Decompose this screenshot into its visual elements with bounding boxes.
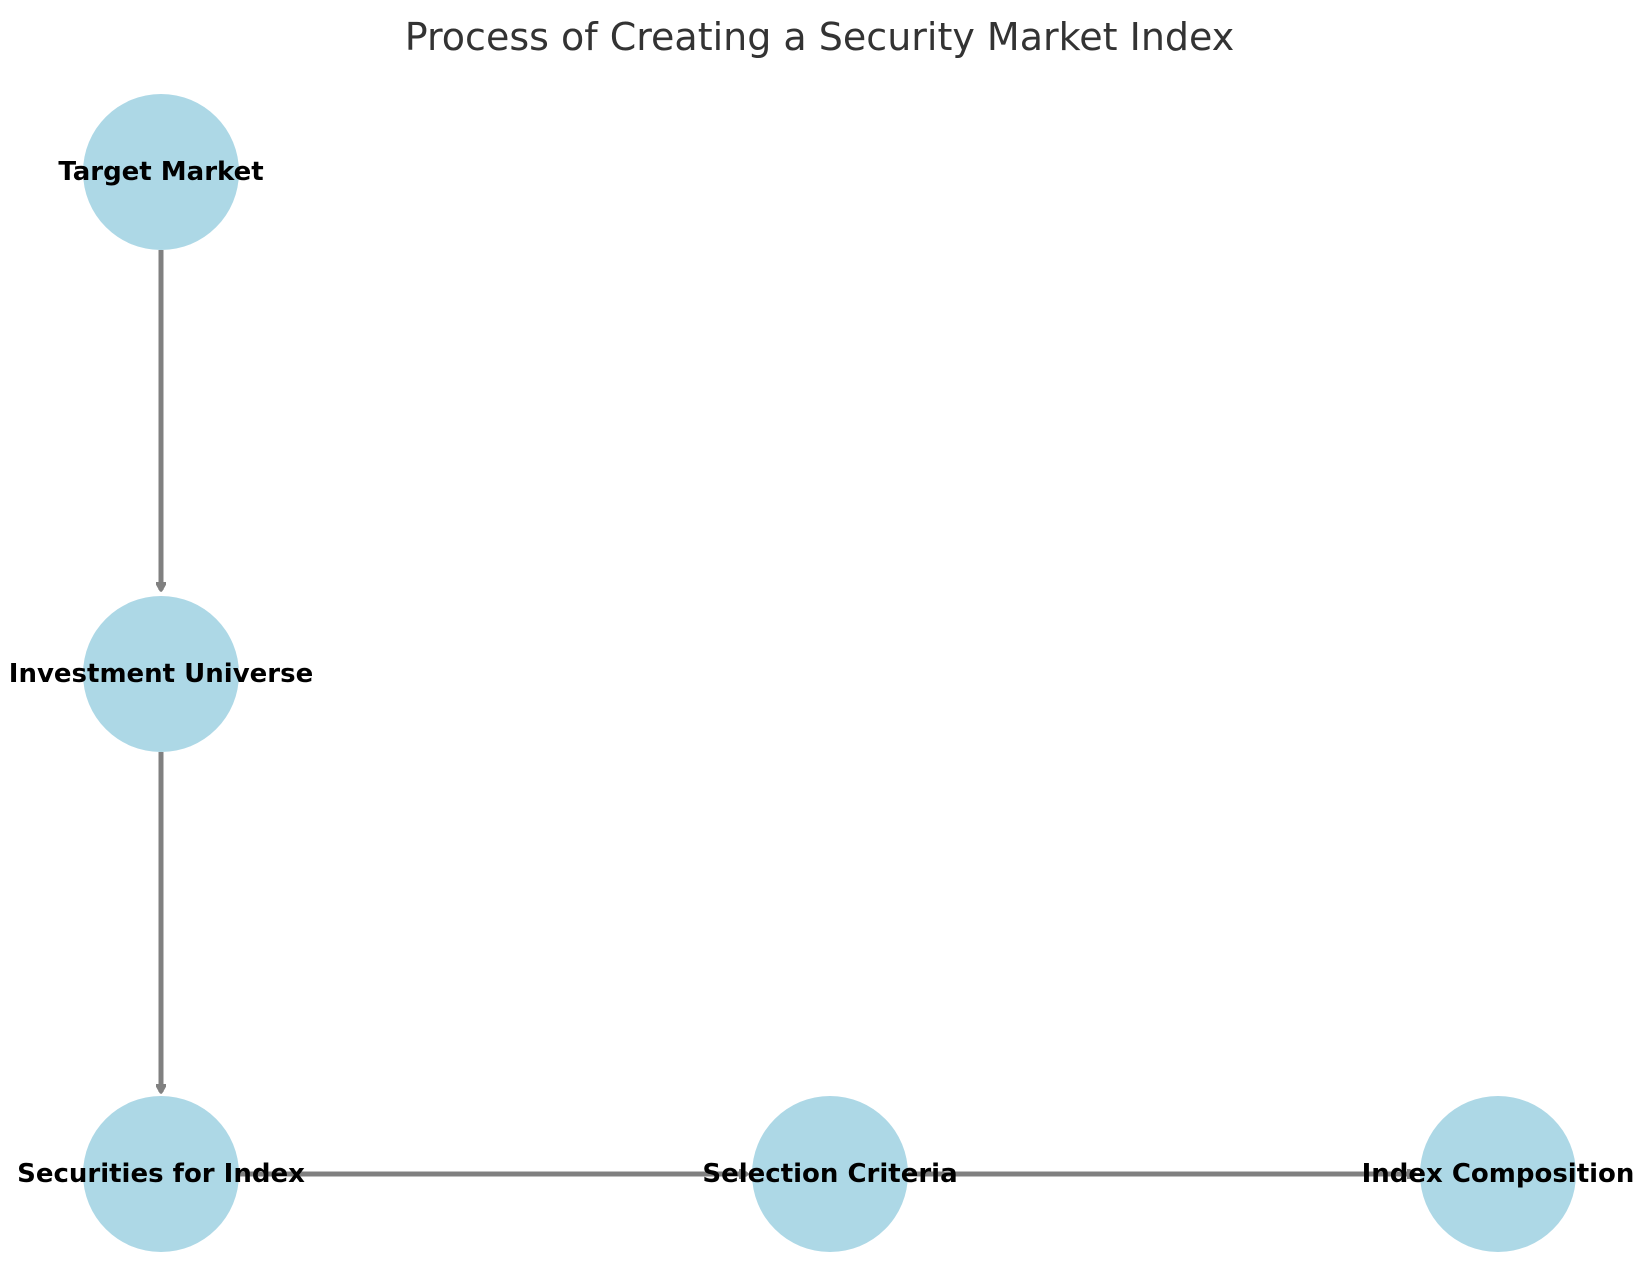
node-circle	[83, 94, 239, 250]
node-circle	[1420, 1096, 1576, 1252]
edges-group	[161, 250, 1415, 1174]
node-label: Index Composition	[1362, 1159, 1635, 1189]
node-target-market: Target Market	[58, 94, 264, 250]
node-circle	[752, 1096, 908, 1252]
node-label: Selection Criteria	[702, 1159, 957, 1189]
node-label: Target Market	[58, 157, 263, 187]
node-label: Securities for Index	[17, 1159, 305, 1189]
node-selection-criteria: Selection Criteria	[702, 1096, 958, 1252]
node-investment-universe: Investment Universe	[9, 596, 313, 752]
node-circle	[83, 1096, 239, 1252]
node-label: Investment Universe	[9, 659, 313, 689]
node-circle	[83, 596, 239, 752]
diagram-title: Process of Creating a Security Market In…	[404, 15, 1235, 59]
node-index-composition: Index Composition	[1362, 1096, 1635, 1252]
node-securities-for-index: Securities for Index	[17, 1096, 305, 1252]
